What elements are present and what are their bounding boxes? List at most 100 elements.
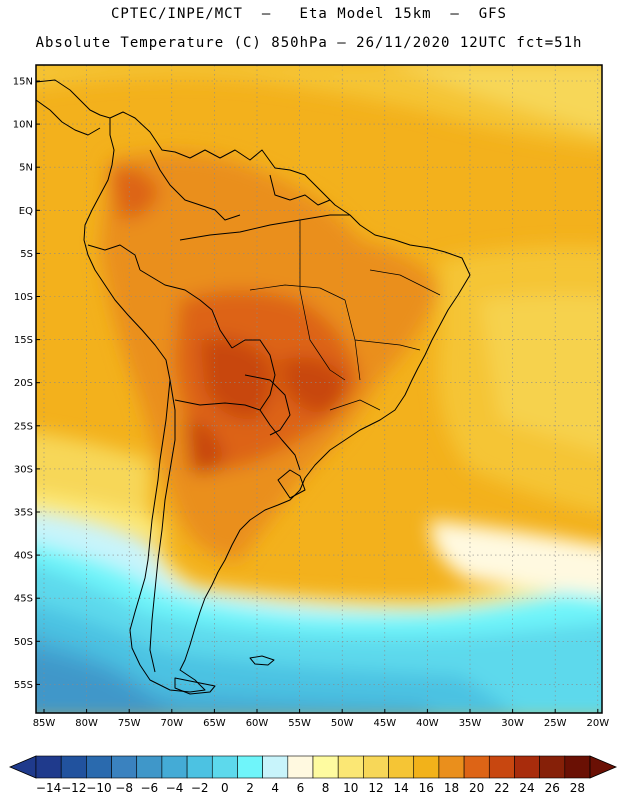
colorbar-swatch	[161, 755, 188, 779]
colorbar-swatch	[539, 755, 566, 779]
lat-label: 25S	[14, 421, 33, 432]
colorbar-label: −12	[61, 781, 86, 795]
colorbar-label: −10	[86, 781, 111, 795]
lon-label: 45W	[373, 718, 396, 729]
title-line-2: Absolute Temperature (C) 850hPa – 26/11/…	[35, 35, 583, 51]
colorbar-label: 14	[393, 781, 408, 795]
colorbar-swatch	[363, 755, 389, 779]
central-america-coast-2	[36, 99, 101, 136]
colorbar-swatch	[388, 755, 415, 779]
colorbar-swatch	[488, 755, 515, 779]
lon-label: 70W	[160, 718, 183, 729]
colorbar-swatch	[287, 755, 314, 779]
longitude-labels: 85W 80W 75W 70W 65W 60W 55W 50W 45W 40W 35W 30W 25W 2…	[33, 709, 609, 729]
lat-label: 55S	[14, 680, 33, 691]
colorbar-min-arrow	[8, 755, 37, 779]
lon-label: 80W	[75, 718, 98, 729]
lat-label: 20S	[14, 378, 33, 389]
colorbar-label: 18	[444, 781, 459, 795]
lon-label: 55W	[288, 718, 311, 729]
lat-label: 10S	[14, 292, 33, 303]
country-borders	[36, 79, 471, 695]
lon-label: 60W	[246, 718, 269, 729]
colorbar-swatch	[514, 755, 540, 779]
border-guianas	[269, 174, 331, 206]
border-colombia-venezuela	[149, 149, 241, 221]
colorbar	[8, 755, 618, 779]
border-ecuador-peru	[87, 244, 141, 271]
border-argentina-north	[174, 399, 301, 471]
lon-label: 20W	[586, 718, 609, 729]
colorbar-swatch	[463, 755, 490, 779]
colorbar-label: −4	[166, 781, 184, 795]
lat-label: 30S	[14, 464, 33, 475]
border-brazil-bolivia	[231, 339, 276, 411]
latitude-labels: 15N 10N 5N EQ 5S 10S 15S 20S 25S 30S 35S 40S 45S 50S 5…	[13, 77, 40, 691]
lat-label: 5S	[20, 249, 33, 260]
colorbar-label: −6	[140, 781, 158, 795]
tierra-del-fuego	[174, 677, 216, 695]
colorbar-swatch	[111, 755, 138, 779]
colorbar-label: 20	[469, 781, 484, 795]
colorbar-swatch	[136, 755, 163, 779]
colorbar-swatch	[211, 755, 238, 779]
colorbar-swatch	[438, 755, 465, 779]
lat-label: 50S	[14, 637, 33, 648]
colorbar-swatch	[186, 755, 213, 779]
brazil-states	[249, 220, 441, 411]
title-line-1: CPTEC/INPE/MCT – Eta Model 15km – GFS	[110, 6, 507, 22]
temperature-field	[36, 65, 602, 713]
colorbar-label: −2	[191, 781, 209, 795]
colorbar-label: −8	[115, 781, 133, 795]
colorbar-max-arrow	[589, 755, 618, 779]
lat-label: EQ	[19, 206, 33, 217]
border-paraguay	[244, 374, 291, 436]
falkland-islands	[249, 655, 275, 666]
colorbar-swatch	[262, 755, 289, 779]
lat-label: 35S	[14, 508, 33, 519]
border-brazil-north	[179, 214, 350, 241]
colorbar-label: 10	[343, 781, 358, 795]
border-peru-bolivia	[139, 269, 233, 349]
colorbar-label: 16	[419, 781, 434, 795]
colorbar-label: 28	[570, 781, 585, 795]
colorbar-label: 0	[221, 781, 229, 795]
lon-label: 85W	[33, 718, 56, 729]
colorbar-swatch	[60, 755, 87, 779]
border-uruguay	[277, 469, 306, 499]
map-frame	[35, 64, 603, 714]
central-america-coast	[36, 79, 111, 119]
colorbar-label: 12	[368, 781, 383, 795]
colorbar-swatch	[413, 755, 440, 779]
lon-label: 50W	[331, 718, 354, 729]
lon-label: 35W	[459, 718, 482, 729]
border-argentina-chile	[149, 379, 176, 673]
colorbar-swatch	[564, 755, 591, 779]
colorbar-labels: −14 −12 −10 −8 −6 −4 −2 0 2 4 6 8 10 12 14 16 18 20 22 24 26…	[36, 781, 585, 795]
lat-label: 5N	[19, 163, 33, 174]
lat-label: 10N	[13, 120, 33, 131]
lat-label: 45S	[14, 594, 33, 605]
colorbar-label: 22	[494, 781, 509, 795]
lon-label: 40W	[416, 718, 439, 729]
colorbar-label: −14	[36, 781, 61, 795]
colorbar-label: 4	[271, 781, 279, 795]
colorbar-label: 2	[246, 781, 254, 795]
colorbar-label: 8	[322, 781, 330, 795]
colorbar-swatch	[35, 755, 62, 779]
lat-label: 15S	[14, 335, 33, 346]
colorbar-swatch	[237, 755, 263, 779]
colorbar-label: 26	[545, 781, 560, 795]
lat-label: 40S	[14, 551, 33, 562]
colorbar-label: 24	[519, 781, 534, 795]
colorbar-swatch	[337, 755, 364, 779]
colorbar-swatch	[312, 755, 339, 779]
colorbar-swatch	[86, 755, 112, 779]
lon-label: 25W	[544, 718, 567, 729]
lon-label: 65W	[203, 718, 226, 729]
lat-label: 15N	[13, 77, 33, 88]
lon-label: 75W	[118, 718, 141, 729]
colorbar-label: 6	[297, 781, 305, 795]
lon-label: 30W	[501, 718, 524, 729]
